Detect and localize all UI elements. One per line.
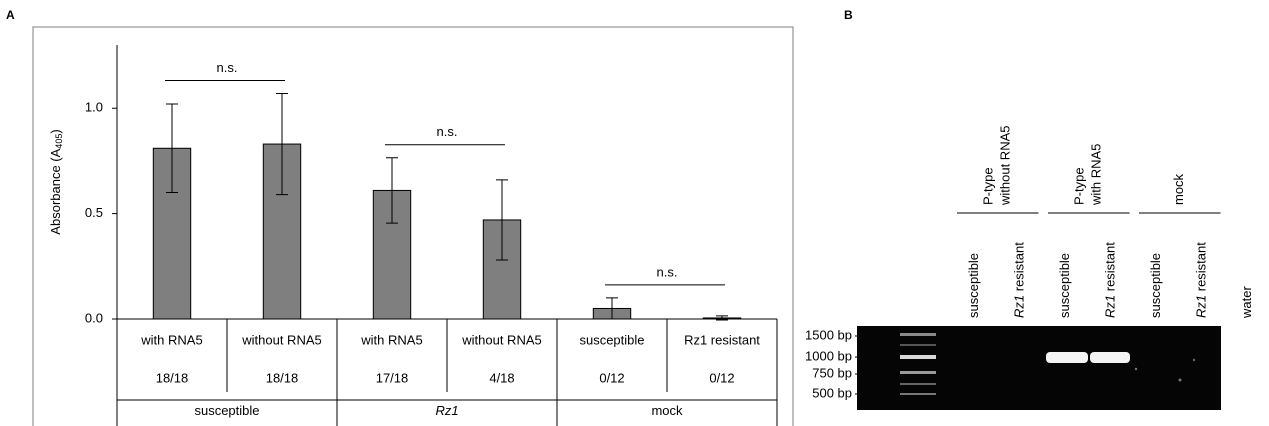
group-label: without RNA5 — [998, 126, 1013, 206]
label: Rz1 — [435, 403, 458, 418]
label: Rz1 resistant — [1103, 242, 1118, 318]
count-label: 18/18 — [156, 370, 189, 385]
gel-spot — [1193, 359, 1195, 361]
ladder-label: 1000 bp — [805, 348, 852, 363]
label-text: susceptible — [966, 253, 981, 318]
y-tick-label: 0.0 — [85, 310, 103, 325]
panel-label: B — [844, 8, 853, 22]
label-text: mock — [651, 403, 683, 418]
y-axis-label-sub: 405 — [54, 134, 64, 149]
panel-frame — [33, 27, 793, 426]
label-text: resistant — [1012, 242, 1027, 295]
group-label: with RNA5 — [1089, 144, 1104, 206]
label-text: water — [1239, 286, 1254, 319]
label: water — [1239, 286, 1254, 319]
ladder-label: 750 bp — [812, 365, 852, 380]
ladder-band — [900, 393, 936, 395]
gel-spot — [1135, 368, 1137, 370]
label-italic: Rz1 — [1194, 295, 1209, 318]
x-tick-label: Rz1 resistant — [684, 332, 760, 347]
ladder-band — [900, 371, 936, 374]
ladder-label: 500 bp — [812, 385, 852, 400]
label: susceptible — [194, 403, 259, 418]
ladder-band — [900, 344, 936, 346]
gel-image — [857, 326, 1221, 410]
count-label: 0/12 — [599, 370, 624, 385]
ladder-band — [900, 355, 936, 359]
label-text: resistant — [1103, 242, 1118, 295]
count-label: 4/18 — [489, 370, 514, 385]
gel-band — [1046, 352, 1088, 363]
label-text: susceptible — [1148, 253, 1163, 318]
y-axis-label: Absorbance (A405) — [48, 129, 64, 234]
figure: A B 0.0 0.5 1.0 Absorbance (A405) with RNA5 1… — [0, 0, 1269, 426]
label-italic: Rz1 — [1012, 295, 1027, 318]
label: susceptible — [1057, 253, 1072, 318]
label-italic: Rz1 — [1103, 295, 1118, 318]
y-tick-label: 1.0 — [85, 100, 103, 115]
gel-band — [1090, 352, 1130, 363]
label: mock — [651, 403, 683, 418]
label: Rz1 resistant — [1194, 242, 1209, 318]
x-tick-label: without RNA5 — [461, 332, 541, 347]
ladder-band — [900, 383, 936, 385]
x-tick-label: with RNA5 — [140, 332, 202, 347]
x-tick-label: with RNA5 — [360, 332, 422, 347]
gel-spot — [1179, 379, 1182, 382]
y-tick-label: 0.5 — [85, 205, 103, 220]
group-label: mock — [1171, 173, 1186, 205]
significance-label: n.s. — [217, 60, 238, 75]
gel-background — [857, 326, 1221, 410]
significance-label: n.s. — [437, 124, 458, 139]
count-label: 18/18 — [266, 370, 299, 385]
label-italic: Rz1 — [435, 403, 458, 418]
label-text: susceptible — [1057, 253, 1072, 318]
group-label: P-type — [981, 167, 996, 205]
label-text: susceptible — [194, 403, 259, 418]
label: Rz1 resistant — [1012, 242, 1027, 318]
count-label: 17/18 — [376, 370, 409, 385]
x-tick-label: susceptible — [579, 332, 644, 347]
x-tick-label: without RNA5 — [241, 332, 321, 347]
label-text: resistant — [1194, 242, 1209, 295]
label: susceptible — [966, 253, 981, 318]
panel-label: A — [6, 8, 15, 22]
count-label: 0/12 — [709, 370, 734, 385]
y-axis-label-text: ) — [48, 129, 63, 133]
ladder-band — [900, 333, 936, 336]
group-label: P-type — [1072, 167, 1087, 205]
ladder-label: 1500 bp — [805, 327, 852, 342]
label: susceptible — [1148, 253, 1163, 318]
y-axis-label-text: Absorbance (A — [48, 148, 63, 234]
significance-label: n.s. — [657, 264, 678, 279]
